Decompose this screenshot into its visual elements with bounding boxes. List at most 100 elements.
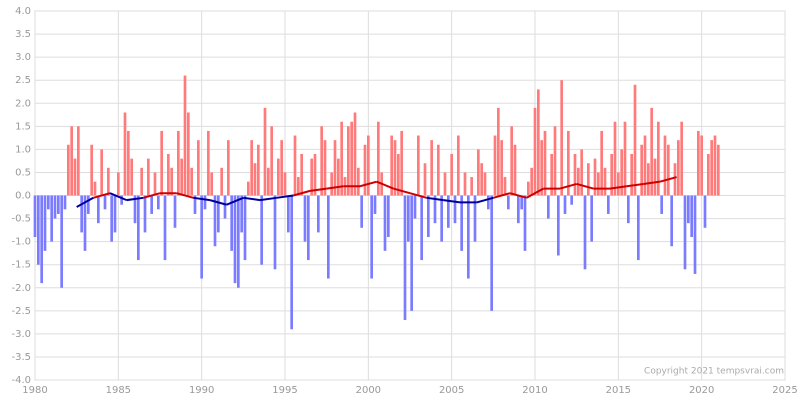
bar [407,195,410,242]
bar [543,130,547,196]
bar [203,195,207,210]
bar [83,195,87,251]
bar [427,195,430,238]
y-tick-label: 3.5 [15,29,31,40]
bar [660,195,663,214]
bar [100,149,103,196]
bar [677,140,680,196]
bar [350,121,353,196]
bar [207,130,210,196]
bar [440,195,443,242]
moving-average-segment [409,192,427,199]
bar [40,195,43,284]
bar [410,195,413,311]
x-tick-label: 1990 [189,385,214,396]
bar [80,195,83,233]
bar [290,195,293,330]
bar [313,153,317,196]
bar [570,195,573,205]
bar [160,130,163,196]
y-tick-label: -3.0 [11,329,31,340]
bar [53,195,57,219]
bar [573,153,577,196]
bar [583,195,587,270]
bar [563,195,567,214]
bar [703,195,707,228]
bar [713,135,717,196]
bar [233,195,237,284]
bar [247,181,250,196]
moving-average-segment [476,196,494,204]
bar [717,144,720,196]
y-tick-label: -0.5 [11,214,31,225]
moving-average-segment [609,185,627,190]
bar [383,195,387,251]
bar [537,89,540,196]
bar [430,140,433,196]
bar [193,195,197,214]
moving-average-segment [93,192,111,199]
bar [450,153,453,196]
bar [507,195,510,210]
moving-average-segment [493,192,511,199]
bar [157,195,160,210]
bar [627,195,630,224]
bar [283,172,287,196]
bar [500,140,503,196]
bar [60,195,63,288]
bar [57,195,60,214]
bar [133,195,137,224]
bar [137,195,140,261]
bar [560,80,563,196]
bar [153,172,157,196]
bar [260,195,263,265]
x-tick-label: 2010 [522,385,547,396]
bar [553,126,557,196]
bar [303,195,307,242]
bar [370,195,373,279]
bar [690,195,693,238]
moving-average-segment [243,196,261,202]
moving-average-segment [293,189,311,197]
bar [503,177,507,196]
bar [390,135,393,196]
bar [467,195,470,279]
bar [413,195,417,219]
moving-average-segment [226,196,244,206]
bar [117,172,120,196]
bar [200,195,203,279]
bar [433,195,437,224]
moving-average-segment [426,196,444,202]
bar [110,195,113,242]
bar [547,195,550,219]
bar [143,195,147,233]
bar [477,149,480,196]
bar [657,121,660,196]
x-tick-label: 2000 [356,385,381,396]
bar [43,195,47,251]
bar [47,195,50,210]
y-tick-label: -3.5 [11,352,31,363]
bar [363,144,367,196]
bar [263,107,267,196]
bar [287,195,290,233]
bar [403,195,407,321]
bar [190,167,193,196]
bar [473,195,477,242]
moving-average-segment [309,187,327,192]
bar [87,195,90,214]
bar [710,140,713,196]
bar [180,158,183,196]
bar [457,135,460,196]
bar [37,195,40,265]
bar [600,130,603,196]
bar [337,158,340,196]
bar [150,195,153,214]
bar [63,195,67,210]
y-tick-label: -2.0 [11,283,31,294]
bar [443,172,447,196]
bar [120,195,123,205]
bar [123,112,127,196]
bar [610,153,613,196]
y-tick-label: -1.5 [11,260,31,271]
